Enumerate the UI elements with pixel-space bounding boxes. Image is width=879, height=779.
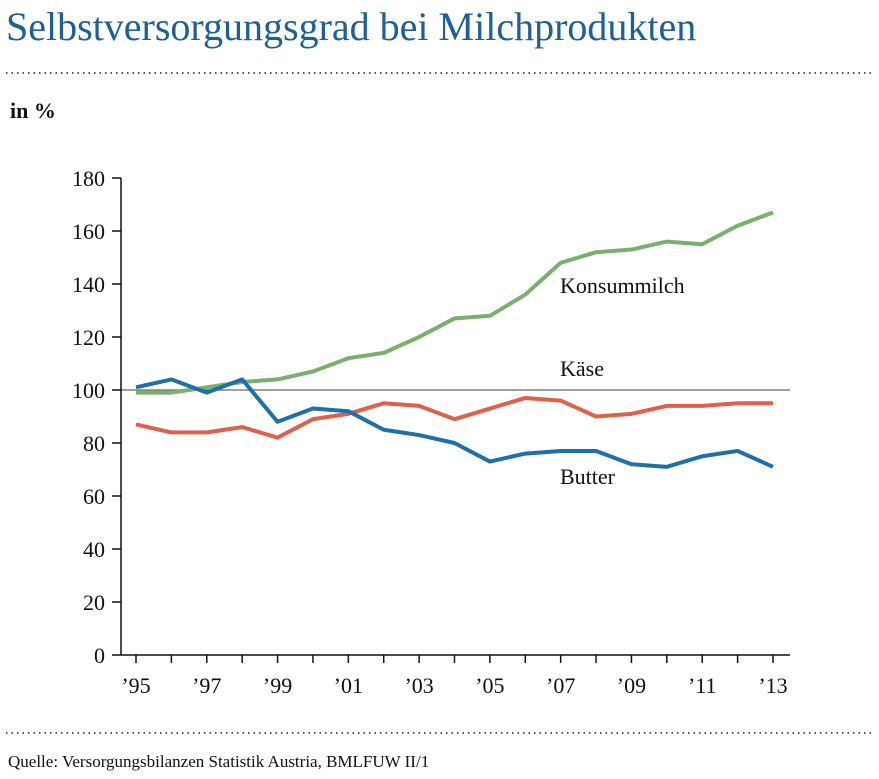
series-label: Butter bbox=[560, 464, 616, 489]
y-tick-label: 60 bbox=[83, 484, 105, 509]
y-tick-label: 20 bbox=[83, 590, 105, 615]
x-tick-label: ’99 bbox=[263, 673, 292, 698]
y-tick-label: 0 bbox=[94, 643, 105, 668]
y-tick-label: 100 bbox=[72, 378, 105, 403]
x-tick-label: ’11 bbox=[688, 673, 717, 698]
y-tick-label: 140 bbox=[72, 272, 105, 297]
chart-title: Selbstversorgungsgrad bei Milchprodukten bbox=[6, 4, 696, 49]
x-tick-label: ’05 bbox=[475, 673, 504, 698]
y-tick-label: 160 bbox=[72, 219, 105, 244]
y-tick-label: 180 bbox=[72, 166, 105, 191]
y-axis-label: in % bbox=[10, 98, 56, 123]
source: Quelle: Versorgungsbilanzen Statistik Au… bbox=[8, 752, 429, 771]
x-tick-label: ’01 bbox=[334, 673, 363, 698]
x-tick-label: ’97 bbox=[192, 673, 221, 698]
x-tick-label: ’95 bbox=[121, 673, 150, 698]
x-tick-label: ’13 bbox=[758, 673, 787, 698]
x-tick-label: ’09 bbox=[617, 673, 646, 698]
series-label: Käse bbox=[560, 356, 604, 381]
series-line bbox=[136, 210, 774, 395]
series-line bbox=[135, 377, 774, 469]
x-tick-label: ’03 bbox=[404, 673, 433, 698]
series-label: Konsummilch bbox=[560, 273, 685, 298]
x-tick-label: ’07 bbox=[546, 673, 575, 698]
y-tick-label: 120 bbox=[72, 325, 105, 350]
y-tick-label: 80 bbox=[83, 431, 105, 456]
y-tick-label: 40 bbox=[83, 537, 105, 562]
series-line bbox=[135, 395, 773, 440]
